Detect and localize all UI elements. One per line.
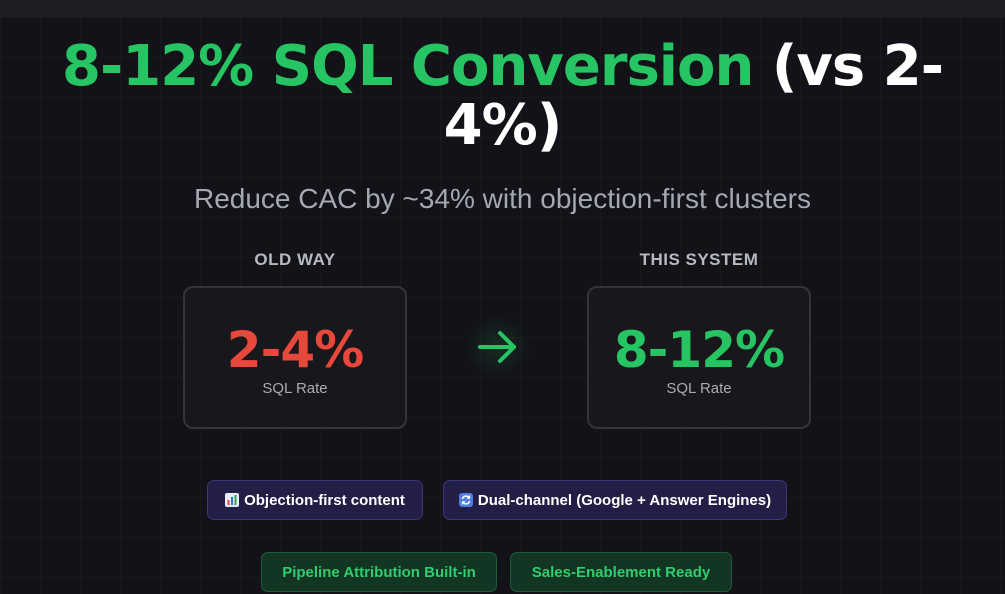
- this-system-label: THIS SYSTEM: [639, 250, 759, 269]
- badge-label: Sales-Enablement Ready: [531, 563, 711, 581]
- badge-label: Pipeline Attribution Built-in: [282, 563, 476, 581]
- this-system-value: 8-12%: [613, 321, 785, 379]
- this-system-card: 8-12% SQL Rate: [587, 286, 811, 429]
- old-way-caption: SQL Rate: [262, 380, 328, 397]
- old-way-value: 2-4%: [226, 321, 364, 379]
- feature-chip-dual-channel: Dual-channel (Google + Answer Engines): [443, 480, 787, 520]
- badge-pipeline-attribution: Pipeline Attribution Built-in: [261, 552, 497, 592]
- headline-highlight: 8-12% SQL Conversion: [62, 34, 754, 99]
- feature-chip-objection-first: Objection-first content: [207, 480, 423, 520]
- headline-comparison: (vs 2-: [771, 34, 944, 99]
- headline: 8-12% SQL Conversion (vs 2- 4%): [60, 37, 945, 155]
- this-system-caption: SQL Rate: [666, 380, 732, 397]
- badge-sales-enablement: Sales-Enablement Ready: [510, 552, 732, 592]
- refresh-icon: [458, 493, 473, 507]
- old-way-card: 2-4% SQL Rate: [183, 286, 407, 429]
- subtitle: Reduce CAC by ~34% with objection-first …: [193, 183, 812, 214]
- bar-chart-icon: [225, 493, 240, 507]
- headline-comparison-cont: 4%): [443, 93, 563, 158]
- feature-chip-label: Objection-first content: [244, 491, 405, 509]
- arrow-right-icon-svg: [478, 331, 516, 363]
- window-top-bar: [0, 0, 1005, 17]
- feature-chip-label: Dual-channel (Google + Answer Engines): [477, 491, 772, 509]
- old-way-label: OLD WAY: [254, 250, 336, 269]
- arrow-right-icon: [462, 316, 534, 378]
- slide: 8-12% SQL Conversion (vs 2- 4%) Reduce C…: [0, 17, 1005, 594]
